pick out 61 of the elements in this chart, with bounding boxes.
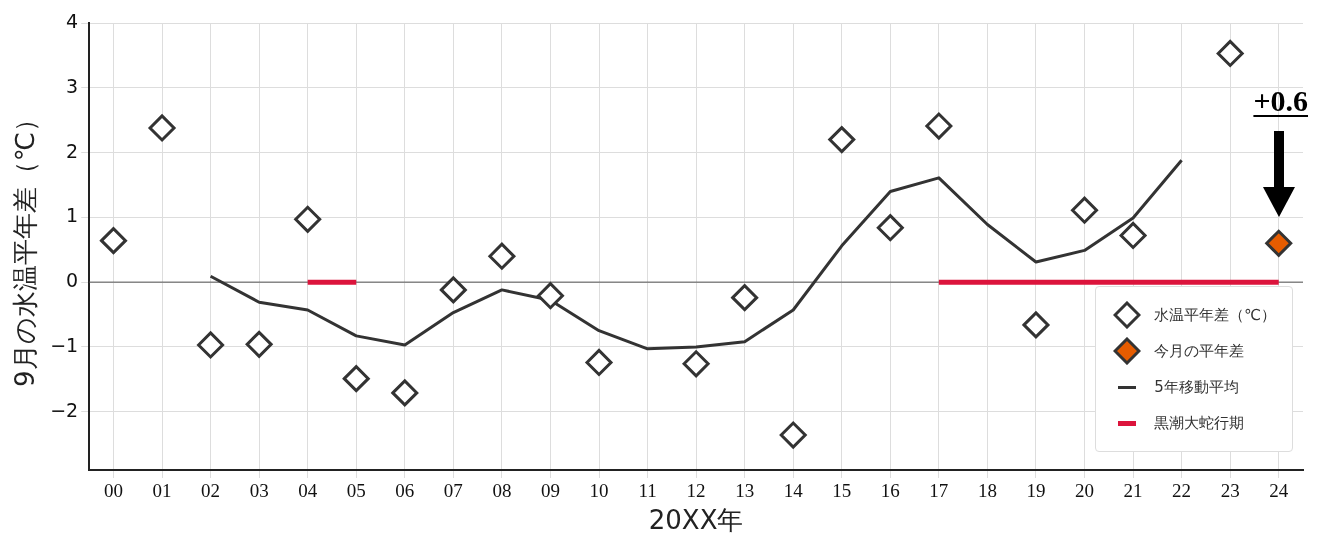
- legend-label: 黒潮大蛇行期: [1154, 413, 1245, 433]
- point: [488, 242, 516, 270]
- point: [342, 365, 370, 393]
- point: [1022, 311, 1050, 339]
- x-tick-label: 10: [589, 480, 609, 502]
- x-tick-label: 00: [103, 480, 123, 502]
- x-tick-label: 20: [1075, 480, 1095, 502]
- x-tick-label: 04: [298, 480, 318, 502]
- point: [245, 330, 273, 358]
- x-tick-label: 14: [783, 480, 804, 502]
- x-tick-label: 17: [929, 480, 949, 502]
- x-tick-label: 09: [540, 480, 560, 502]
- x-tick-label: 08: [492, 480, 512, 502]
- y-tick-label: 3: [66, 74, 79, 97]
- x-tick-label: 02: [201, 480, 221, 502]
- point: [1265, 229, 1293, 257]
- x-tick-label: 12: [686, 480, 706, 502]
- x-tick-label: 22: [1172, 480, 1192, 502]
- point: [197, 331, 225, 359]
- point: [99, 227, 127, 255]
- point: [1119, 221, 1147, 249]
- point: [391, 379, 419, 407]
- x-tick-label: 13: [735, 480, 755, 502]
- x-tick-label: 05: [346, 480, 366, 502]
- point: [439, 276, 467, 304]
- x-tick-label: 07: [443, 480, 463, 502]
- point: [1216, 39, 1244, 67]
- x-tick-label: 15: [832, 480, 852, 502]
- point: [828, 126, 856, 154]
- point: [731, 284, 759, 312]
- point: [925, 112, 953, 140]
- y-tick-label: 1: [66, 204, 79, 227]
- x-tick-label: 01: [152, 480, 172, 502]
- legend-label: 水温平年差（℃）: [1154, 305, 1276, 325]
- y-axis-title: 9月の水温平年差（℃）: [10, 106, 41, 387]
- point: [148, 114, 176, 142]
- y-tick-label: 2: [66, 139, 79, 162]
- point: [585, 348, 613, 376]
- x-axis-title: 20XX年: [648, 505, 744, 536]
- x-tick-label: 11: [638, 480, 657, 502]
- x-tick-label: 23: [1220, 480, 1240, 502]
- point: [682, 350, 710, 378]
- y-tick-label: 0: [66, 269, 79, 292]
- x-tick-label: 21: [1123, 480, 1143, 502]
- x-tick-label: 24: [1269, 480, 1289, 502]
- legend-label: 今月の平年差: [1154, 341, 1245, 361]
- point: [294, 205, 322, 233]
- y-tick-label: 4: [66, 9, 79, 32]
- x-tick-label: 18: [977, 480, 997, 502]
- point: [779, 421, 807, 449]
- y-tick-label: −1: [50, 333, 79, 356]
- annotation: +0.6: [1252, 83, 1309, 120]
- point: [1071, 196, 1099, 224]
- legend-label: 5年移動平均: [1154, 377, 1239, 397]
- x-tick-label: 16: [880, 480, 900, 502]
- x-tick-label: 19: [1026, 480, 1046, 502]
- x-tick-label: 03: [249, 480, 269, 502]
- x-tick-label: 06: [395, 480, 415, 502]
- y-tick-label: −2: [50, 398, 79, 421]
- point: [876, 214, 904, 242]
- point: [536, 282, 564, 310]
